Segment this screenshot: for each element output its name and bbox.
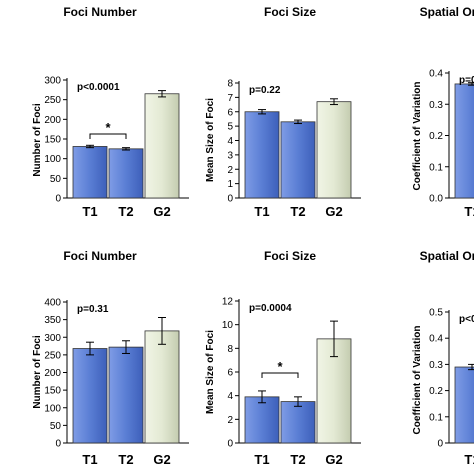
category-label: T2 — [118, 452, 133, 467]
y-tick-label: 8 — [227, 79, 233, 90]
chart-panel-3: Spatial Or Coefficient of Variation 0.0 0.1… — [412, 5, 474, 219]
p-value-annotation: p=0.0004 — [249, 303, 292, 314]
y-tick-label: 0 — [437, 439, 443, 450]
chart-panel-6: Spatial Or Coefficient of Variation 0 0.1 0.… — [412, 249, 474, 467]
category-label: T2 — [290, 204, 305, 219]
bar-g2 — [316, 101, 352, 199]
chart-panel-2: Foci Size Mean Size of Foci 0 1 2 3 4 5 6 7 8 T1 T2 G… — [205, 5, 361, 219]
y-tick-label: 200 — [44, 368, 61, 379]
y-tick-label: 1 — [227, 179, 233, 190]
y-tick-label: 6 — [227, 368, 233, 379]
y-tick-label: 0.3 — [429, 360, 443, 371]
category-label: T1 — [82, 452, 97, 467]
y-tick-label: 300 — [44, 76, 61, 87]
p-value-annotation: p=0.22 — [249, 85, 281, 96]
y-tick-label: 6 — [227, 107, 233, 118]
bar-t1 — [244, 111, 280, 199]
p-value-annotation: p=0. — [459, 75, 474, 86]
bar-t2 — [108, 148, 144, 199]
category-label: T2 — [290, 452, 305, 467]
y-axis-label: Number of Foci — [32, 335, 43, 409]
category-label: T1 — [82, 204, 97, 219]
chart-title: Spatial Or — [420, 249, 474, 263]
chart-panel-4: Foci Number Number of Foci 0 50 100 150 200 250… — [32, 249, 189, 467]
category-label: T1 — [464, 452, 474, 467]
y-tick-label: 0.1 — [429, 162, 443, 173]
category-label: G2 — [153, 452, 170, 467]
y-tick-label: 150 — [44, 135, 61, 146]
chart-title: Spatial Or — [420, 5, 474, 19]
y-tick-label: 2 — [227, 165, 233, 176]
bar-g2 — [144, 330, 180, 444]
y-tick-label: 3 — [227, 150, 233, 161]
y-tick-label: 0.4 — [429, 334, 443, 345]
chart-panel-5: Foci Size Mean Size of Foci 0 2 4 6 8 10 12 T1 T2 G… — [205, 249, 361, 467]
chart-title: Foci Size — [264, 249, 316, 263]
category-label: G2 — [153, 204, 170, 219]
y-axis-label: Coefficient of Variation — [412, 82, 423, 191]
y-tick-label: 100 — [44, 154, 61, 165]
y-tick-label: 150 — [44, 386, 61, 397]
y-tick-label: 250 — [44, 95, 61, 106]
bar-t1 — [244, 396, 280, 444]
chart-title: Foci Size — [264, 5, 316, 19]
y-tick-label: 0.1 — [429, 412, 443, 423]
y-tick-label: 0.4 — [429, 69, 443, 80]
y-tick-label: 50 — [50, 174, 62, 185]
category-label: T1 — [254, 452, 269, 467]
y-tick-label: 0 — [227, 194, 233, 205]
y-tick-label: 300 — [44, 333, 61, 344]
y-tick-label: 0.5 — [429, 308, 443, 319]
p-value-annotation: p<0.0001 — [77, 82, 120, 93]
y-tick-label: 0.0 — [429, 194, 443, 205]
bar-t2 — [108, 346, 144, 444]
category-label: T2 — [118, 204, 133, 219]
bar-t2 — [280, 401, 316, 444]
bar-t1 — [72, 146, 108, 199]
y-axis-label: Coefficient of Variation — [412, 326, 423, 435]
y-axis-label: Mean Size of Foci — [205, 98, 216, 182]
chart-title: Foci Number — [63, 5, 137, 19]
y-tick-label: 0 — [55, 439, 61, 450]
y-tick-label: 350 — [44, 315, 61, 326]
y-tick-label: 250 — [44, 350, 61, 361]
y-axis-label: Mean Size of Foci — [205, 330, 216, 414]
bar-t1 — [72, 348, 108, 444]
y-tick-label: 0.2 — [429, 131, 443, 142]
category-label: G2 — [325, 452, 342, 467]
category-label: G2 — [325, 204, 342, 219]
significance-bracket — [89, 133, 127, 139]
y-tick-label: 0 — [227, 439, 233, 450]
significance-star: * — [277, 359, 283, 374]
y-tick-label: 50 — [50, 421, 62, 432]
y-tick-label: 12 — [222, 297, 234, 308]
y-tick-label: 8 — [227, 344, 233, 355]
y-tick-label: 2 — [227, 415, 233, 426]
bar-t1 — [454, 366, 474, 444]
y-tick-label: 7 — [227, 93, 233, 104]
y-axis-label: Number of Foci — [32, 103, 43, 177]
y-tick-label: 5 — [227, 122, 233, 133]
significance-star: * — [105, 120, 111, 135]
p-value-annotation: p<0. — [459, 314, 474, 325]
chart-title: Foci Number — [63, 249, 137, 263]
bar-g2 — [144, 93, 180, 199]
chart-panel-1: Foci Number Number of Foci 0 50 100 150 200 250… — [32, 5, 189, 219]
category-label: T1 — [254, 204, 269, 219]
y-tick-label: 10 — [222, 320, 234, 331]
y-tick-label: 400 — [44, 298, 61, 309]
category-label: T1 — [464, 204, 474, 219]
p-value-annotation: p=0.31 — [77, 304, 109, 315]
significance-bracket — [261, 372, 299, 378]
y-tick-label: 0.3 — [429, 100, 443, 111]
y-tick-label: 0 — [55, 194, 61, 205]
bar-t1 — [454, 83, 474, 199]
y-tick-label: 100 — [44, 403, 61, 414]
bar-t2 — [280, 121, 316, 199]
y-tick-label: 0.2 — [429, 386, 443, 397]
y-tick-label: 200 — [44, 115, 61, 126]
y-tick-label: 4 — [227, 391, 233, 402]
y-tick-label: 4 — [227, 136, 233, 147]
